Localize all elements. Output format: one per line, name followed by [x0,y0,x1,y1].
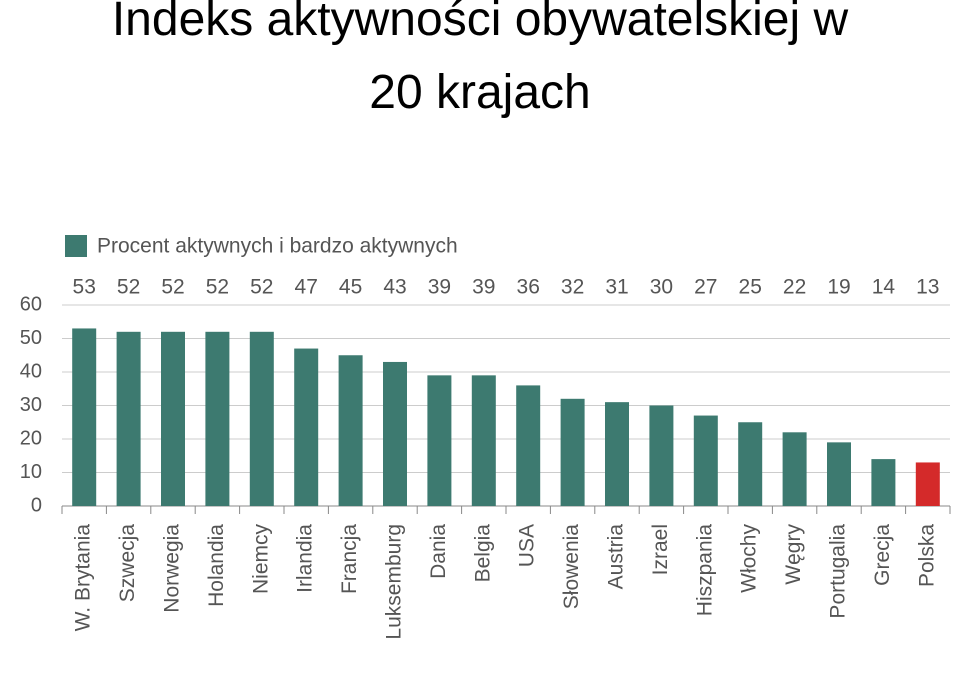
x-tick-label: Włochy [738,524,761,593]
value-label: 19 [827,276,850,299]
value-label: 14 [872,276,896,299]
bar [338,355,363,506]
value-label: 32 [561,276,584,299]
value-label: 39 [472,276,495,299]
x-tick-label: Szwecja [116,524,139,603]
y-tick-label: 40 [20,360,42,382]
bar [471,375,496,506]
bar [294,348,319,506]
bar [383,361,407,506]
value-label: 52 [250,276,273,299]
legend-label: Procent aktywnych i bardzo aktywnych [97,235,458,258]
y-tick-label: 30 [20,394,42,416]
x-tick-label: Holandia [205,524,228,607]
bar [205,331,230,506]
value-label: 52 [117,276,140,299]
bar [915,462,940,506]
bar [72,328,97,506]
y-tick-label: 50 [20,327,42,349]
bar [560,398,585,506]
value-label: 36 [517,276,540,299]
x-tick-label: Węgry [782,524,805,585]
x-tick-label: Słowenia [560,524,583,610]
bar [116,331,141,506]
bar [693,415,718,506]
value-label: 13 [916,276,939,299]
bar [427,375,452,506]
x-tick-label: Austria [605,524,628,590]
value-label: 45 [339,276,362,299]
value-label: 52 [161,276,184,299]
x-tick-label: Irlandia [294,524,317,593]
x-tick-label: W. Brytania [72,524,95,632]
chart-title: Indeks aktywności obywatelskiej w 20 kraj… [112,0,849,119]
y-tick-label: 60 [20,293,42,315]
value-label: 22 [783,276,806,299]
bar [782,432,807,506]
value-label: 39 [428,276,451,299]
x-tick-label: Niemcy [249,524,272,595]
bar [161,331,185,506]
x-tick-label: Luksemburg [383,524,406,640]
bar [649,405,674,506]
y-tick-label: 0 [31,494,42,516]
y-tick-label: 10 [20,461,42,483]
x-tick-label: Belgia [471,524,494,583]
x-tick-label: Norwegia [161,524,184,613]
x-tick-label: Portugalia [827,524,850,619]
value-label: 30 [650,276,673,299]
value-label: 31 [605,276,628,299]
value-label: 47 [295,276,318,299]
value-label: 53 [73,276,96,299]
x-tick-label: Hiszpania [693,524,716,617]
legend-swatch [65,235,87,257]
value-label: 52 [206,276,229,299]
bar [249,331,274,506]
bar [738,422,763,506]
x-tick-label: Dania [427,524,450,579]
y-tick-label: 20 [20,427,42,449]
value-label: 27 [694,276,717,299]
bar [605,402,629,506]
value-label: 43 [383,276,406,299]
x-tick-label: Izrael [649,524,672,575]
x-tick-label: Grecja [871,524,894,586]
bar [871,459,896,506]
value-label: 25 [739,276,762,299]
x-tick-label: USA [516,524,539,567]
bar [516,385,541,506]
bar [827,442,851,506]
x-tick-label: Polska [915,524,938,587]
x-tick-label: Francja [338,524,361,594]
